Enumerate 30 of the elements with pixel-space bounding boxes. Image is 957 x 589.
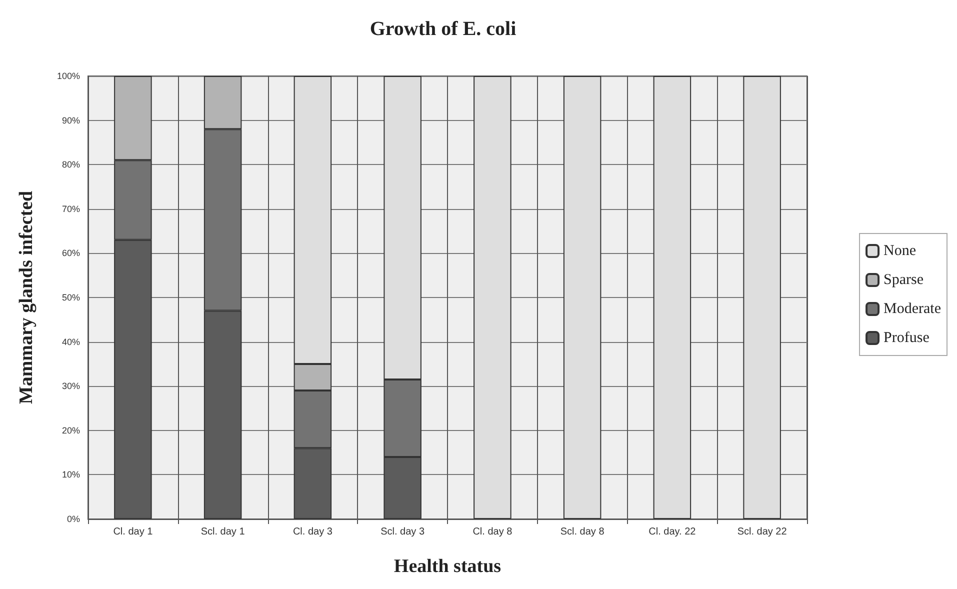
y-tick-label: 10% bbox=[62, 470, 80, 480]
bar bbox=[743, 76, 781, 519]
y-axis-title: Mammary glands infected bbox=[16, 190, 37, 404]
x-tick-label: Scl. day 22 bbox=[737, 526, 788, 538]
y-tick-label: 100% bbox=[56, 71, 80, 81]
x-tick-label: Cl. day. 22 bbox=[648, 526, 696, 538]
bar bbox=[474, 76, 512, 519]
legend-label: None bbox=[884, 243, 916, 259]
y-tick-label: 80% bbox=[62, 160, 80, 170]
bar bbox=[563, 76, 602, 519]
x-tick-label: Cl. day 1 bbox=[113, 526, 154, 538]
x-tick-label: Scl. day 3 bbox=[380, 526, 425, 538]
legend-label: Sparse bbox=[884, 272, 924, 288]
y-tick-label: 20% bbox=[62, 425, 80, 436]
y-tick-label: 90% bbox=[62, 115, 80, 126]
legend-label: Profuse bbox=[884, 330, 930, 346]
bar bbox=[653, 76, 692, 519]
x-tick-label: Scl. day 1 bbox=[200, 526, 246, 538]
x-tick-label: Cl. day 8 bbox=[472, 526, 513, 538]
y-tick-label: 50% bbox=[62, 292, 80, 302]
x-tick-label: Cl. day 3 bbox=[292, 526, 333, 538]
x-axis-title: Health status bbox=[394, 556, 502, 577]
x-tick-label: Scl. day 8 bbox=[560, 526, 605, 538]
y-tick-label: 30% bbox=[62, 381, 80, 392]
legend-label: Moderate bbox=[884, 301, 942, 317]
y-tick-label: 60% bbox=[62, 248, 80, 258]
y-tick-label: 0% bbox=[66, 514, 80, 524]
y-tick-label: 70% bbox=[62, 204, 80, 214]
chart-title: Growth of E. coli bbox=[370, 18, 517, 40]
y-tick-label: 40% bbox=[62, 336, 80, 347]
